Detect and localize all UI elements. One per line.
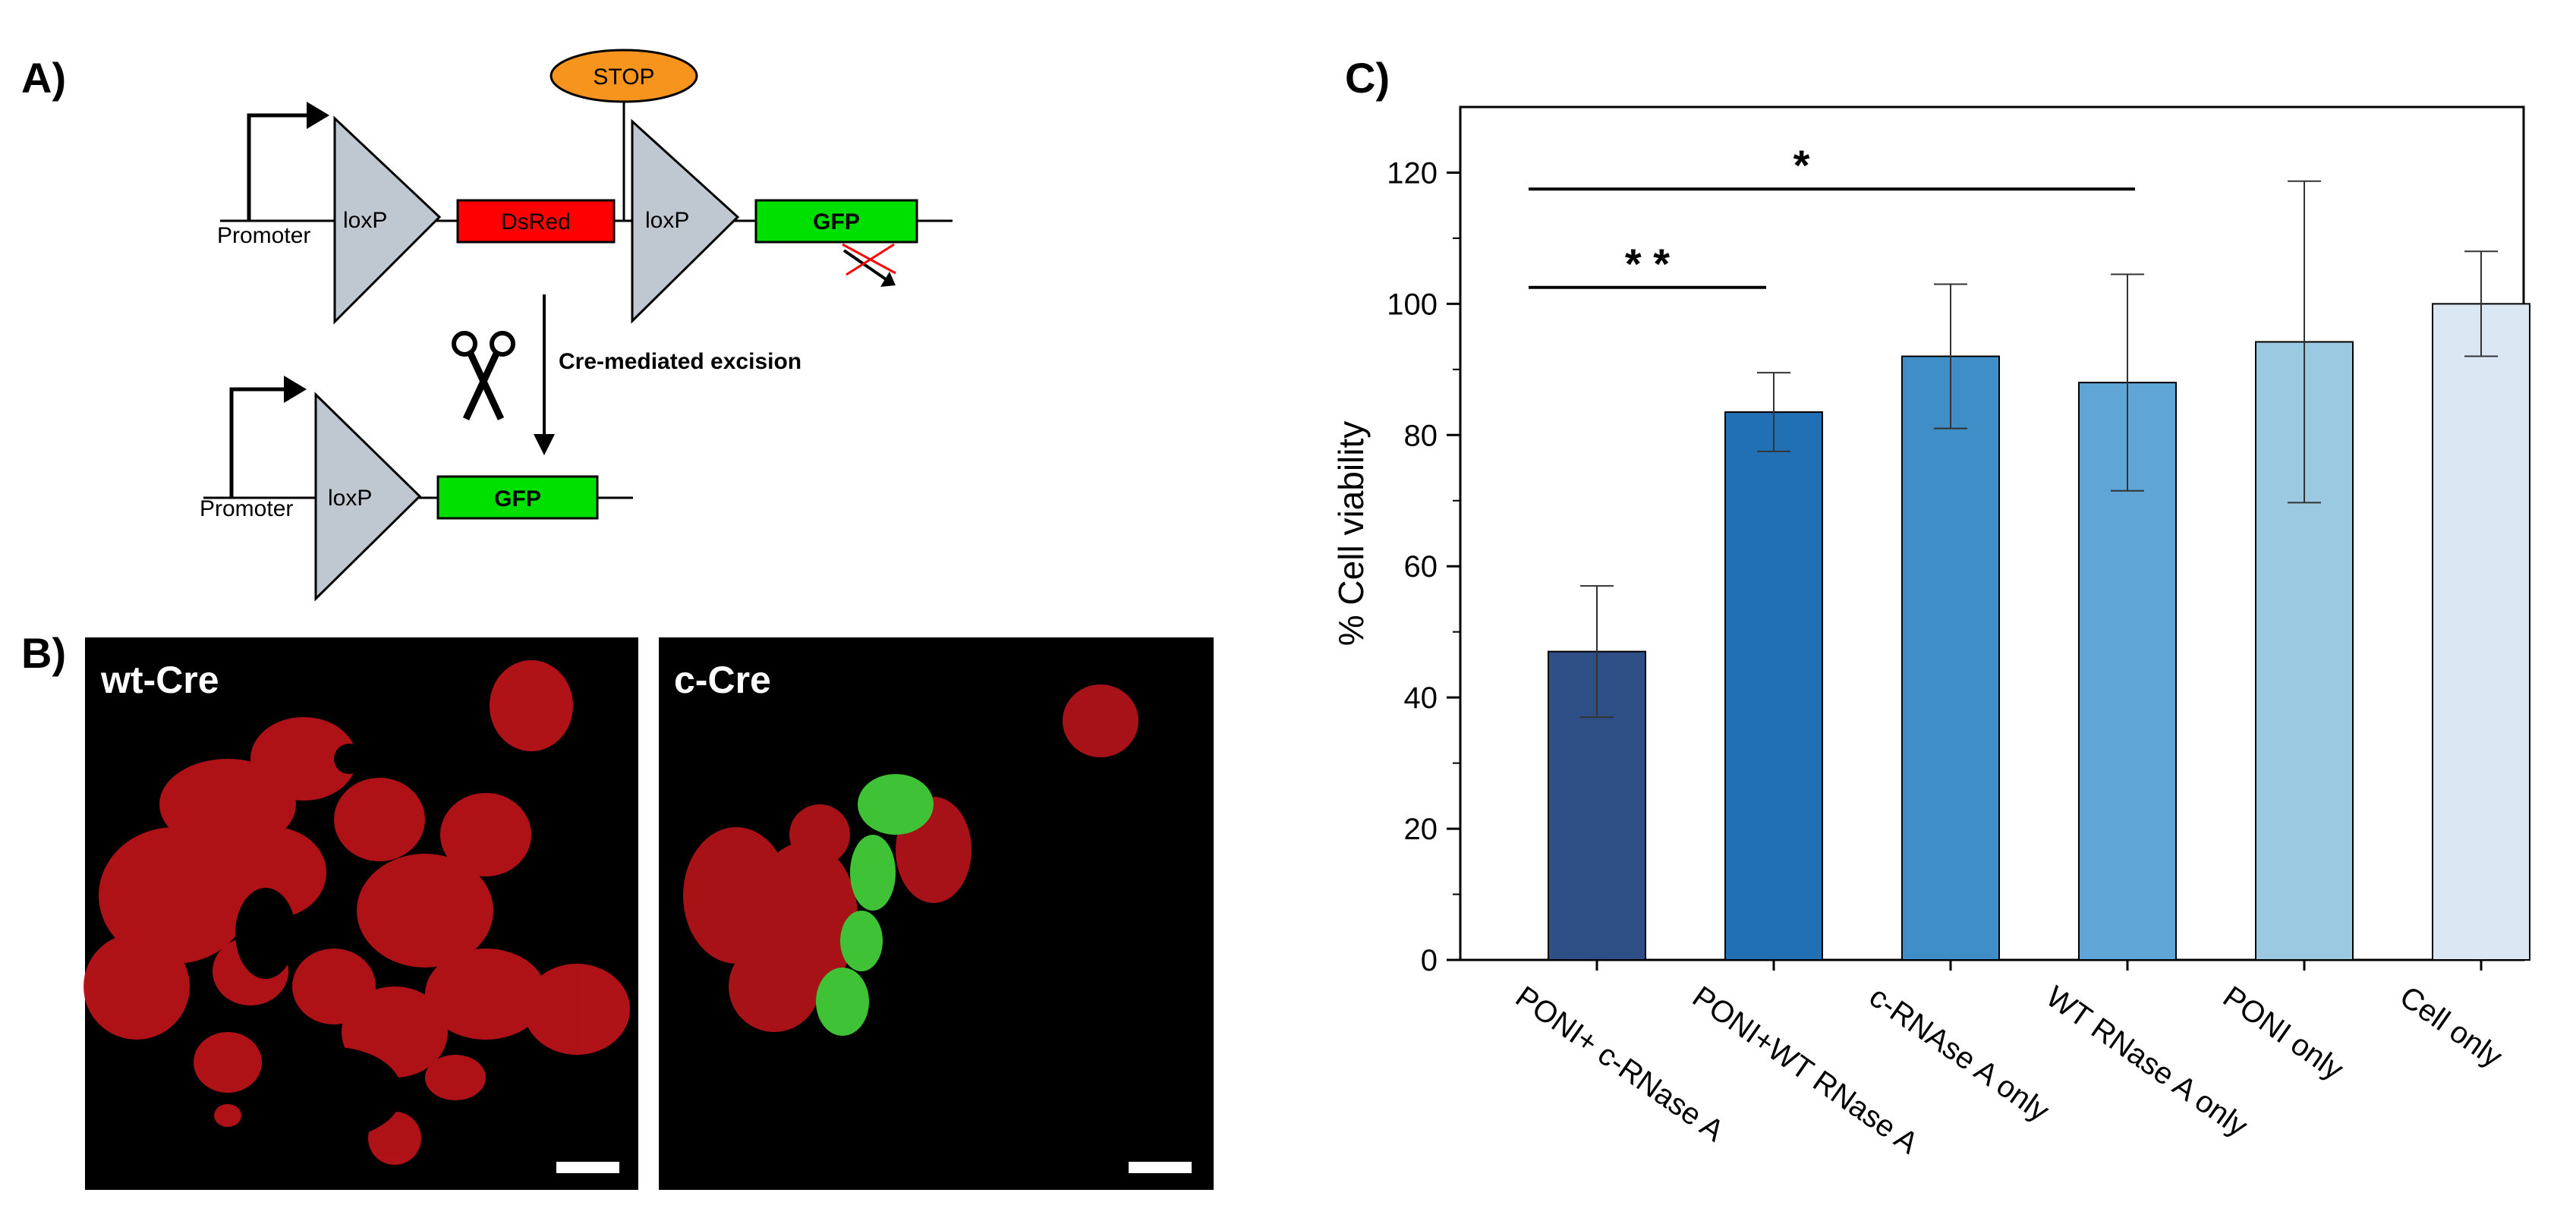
panel-c-label: C) (1345, 54, 1390, 102)
red-cell-cluster-left (83, 660, 630, 1165)
blocked-arrowhead (880, 272, 896, 287)
gfp-box-top (754, 199, 918, 244)
y-axis: 0 20 40 60 80 100 120 (1387, 156, 1460, 977)
loxp-label-1: loxP (343, 208, 387, 233)
dsred-label: DsRed (501, 209, 571, 234)
promoter-arrow-bottom (229, 387, 287, 499)
micrograph-wt-cre: wt-Cre (83, 637, 638, 1190)
panel-c: C) 0 20 40 60 80 100 120 * * * PONI+ c-RNase AP… (1331, 54, 2530, 1160)
promoter-label-bottom: Promoter (200, 496, 293, 521)
viability-bar-chart: 0 20 40 60 80 100 120 * * * PONI+ c-RNase APONI… (1331, 105, 2530, 1160)
gfp-label-bottom: GFP (494, 486, 541, 511)
y-tick-label: 100 (1387, 288, 1438, 321)
promoter-label-top: Promoter (217, 223, 310, 248)
bar-6 (2432, 303, 2530, 961)
loxp-triangle-2 (631, 118, 740, 324)
loxp-triangle-1 (333, 115, 442, 325)
scale-bar-left (556, 1162, 619, 1173)
promoter-arrowhead-top (307, 102, 329, 129)
blocked-transcription-arrow (842, 249, 890, 282)
panel-a-label: A) (21, 54, 66, 102)
cross-line-1 (842, 243, 896, 275)
excision-label: Cre-mediated excision (559, 349, 801, 374)
stop-ellipse (550, 49, 698, 103)
bars (1548, 303, 2530, 961)
cross-line-2 (846, 243, 895, 276)
significance-markers: * * * (1529, 141, 2135, 289)
micrograph-c-cre: c-Cre (659, 637, 1214, 1190)
loxp-label-3: loxP (328, 486, 372, 511)
gfp-label-top: GFP (813, 209, 860, 234)
scale-bar-right (1129, 1162, 1192, 1173)
bar-3 (1901, 355, 2000, 961)
excision-arrowhead (534, 434, 555, 455)
category-label-5: PONI only (2217, 980, 2350, 1087)
bar-2 (1724, 411, 1823, 961)
panel-b: B) (21, 629, 1214, 1190)
category-label-6: Cell only (2394, 980, 2508, 1074)
c-cre-label: c-Cre (674, 659, 771, 701)
promoter-arrow-top (247, 113, 310, 222)
y-tick-label: 60 (1404, 550, 1438, 584)
promoter-arrowhead-bottom (284, 376, 307, 403)
green-cells-gfp (816, 774, 934, 1036)
dark-gaps-left (235, 744, 402, 1138)
gfp-box-bottom (436, 475, 599, 520)
y-tick-label: 80 (1404, 419, 1438, 452)
category-label-3: c-RNAse A only (1863, 980, 2055, 1128)
y-tick-label: 20 (1404, 813, 1438, 846)
loxp-label-2: loxP (645, 208, 689, 233)
stop-label: STOP (593, 65, 654, 90)
scissors-icon (452, 331, 515, 420)
y-tick-label: 0 (1421, 944, 1438, 977)
loxp-triangle-3 (314, 392, 422, 602)
dsred-box (456, 199, 616, 244)
error-bars (1580, 180, 2498, 719)
y-axis-label: % Cell viability (1331, 421, 1371, 647)
y-tick-label: 120 (1387, 156, 1438, 190)
panel-b-label: B) (21, 629, 66, 677)
wt-cre-label: wt-Cre (100, 659, 219, 701)
panel-a: A) Promoter loxP DsRed STOP loxP GFP (21, 49, 953, 602)
y-tick-label: 40 (1404, 681, 1438, 715)
significance-star-1: * * (1625, 240, 1670, 288)
significance-star-2: * (1793, 141, 1810, 189)
